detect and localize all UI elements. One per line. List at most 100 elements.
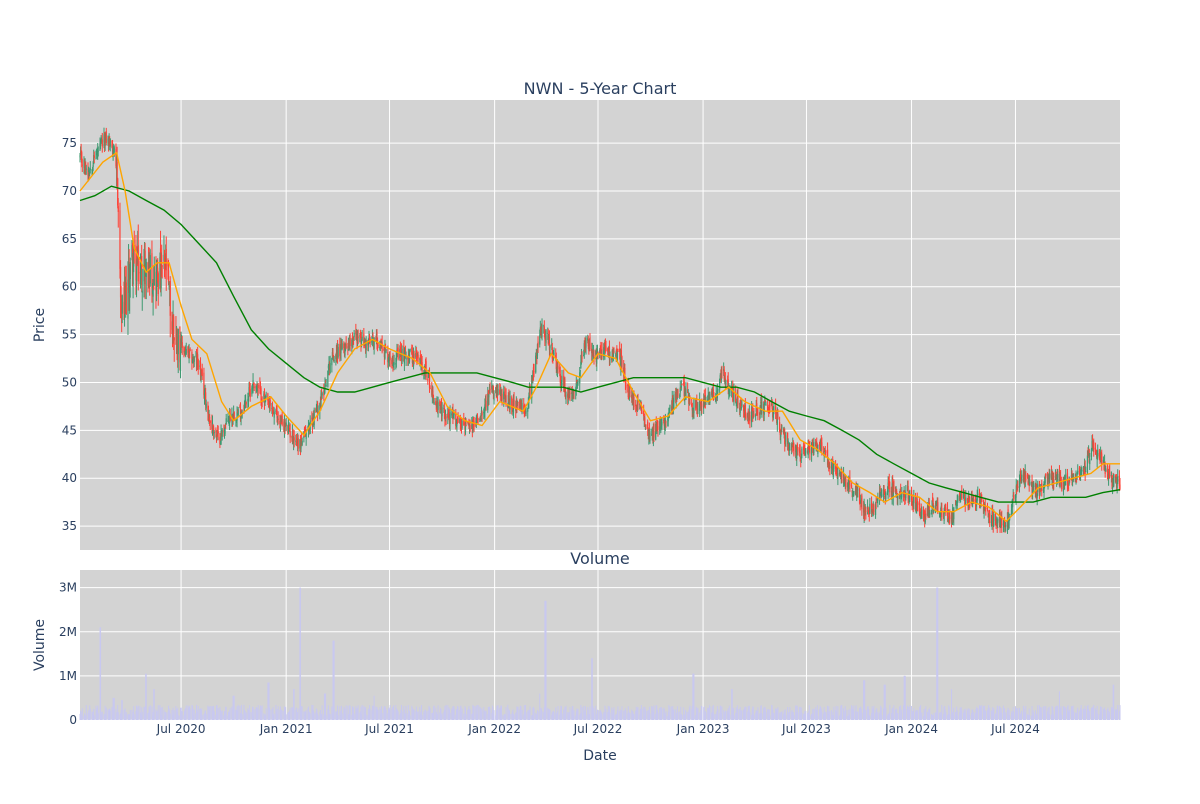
- candle-body-up: [535, 355, 537, 373]
- volume-bar: [300, 711, 302, 720]
- volume-bar: [219, 709, 221, 720]
- volume-bar: [867, 706, 869, 720]
- volume-bar: [552, 713, 554, 720]
- candle-body-down: [796, 444, 798, 448]
- volume-bar: [235, 709, 237, 720]
- candle-body-down: [775, 406, 777, 413]
- volume-bar: [335, 711, 337, 720]
- volume-bar: [927, 712, 929, 720]
- volume-bar: [664, 715, 666, 720]
- volume-bar: [1106, 708, 1108, 720]
- candle-body-up: [401, 348, 403, 362]
- candle-body-up: [480, 417, 482, 421]
- candle-body-down: [349, 338, 351, 346]
- volume-bar: [771, 705, 773, 720]
- candle-body-down: [894, 486, 897, 492]
- candle-body-down: [1017, 486, 1019, 488]
- candle-body-up: [1039, 488, 1041, 495]
- volume-bar: [483, 706, 485, 720]
- candle-body-up: [962, 493, 965, 498]
- candle-body-down: [209, 420, 211, 423]
- volume-bar: [355, 706, 357, 720]
- volume-bar: [445, 710, 447, 720]
- volume-bar: [281, 710, 283, 720]
- candle-body-down: [533, 371, 535, 373]
- volume-bar: [205, 713, 207, 720]
- volume-bar: [572, 706, 574, 720]
- volume-bar: [635, 710, 637, 720]
- volume-bar: [535, 712, 537, 720]
- volume-bar: [680, 706, 682, 720]
- candle-body-up: [168, 282, 170, 287]
- volume-bar: [1104, 713, 1106, 720]
- candle-body-down: [745, 414, 747, 419]
- volume-bar: [547, 712, 549, 720]
- volume-bar: [508, 710, 510, 720]
- volume-bar: [1112, 684, 1114, 720]
- candle-body-down: [1067, 484, 1070, 486]
- volume-x-tick-label: Jul 2022: [573, 722, 623, 736]
- volume-bar: [128, 714, 130, 720]
- volume-plot-area: [80, 570, 1120, 720]
- candle-body-up: [549, 345, 551, 349]
- volume-bar: [701, 706, 703, 720]
- volume-bar: [1068, 710, 1070, 720]
- volume-bar: [971, 712, 973, 720]
- candle-body-down: [704, 395, 706, 401]
- candle-body-down: [639, 402, 641, 408]
- volume-bar: [644, 706, 646, 720]
- candle-body-down: [249, 387, 251, 390]
- candle-body-down: [332, 352, 334, 358]
- candle-body-up: [733, 390, 735, 402]
- candle-body-down: [120, 295, 122, 299]
- candle-body-down: [548, 337, 551, 350]
- volume-bar: [912, 711, 914, 720]
- volume-bar: [636, 710, 638, 720]
- candle-body-up: [719, 378, 721, 390]
- volume-bar: [107, 709, 109, 720]
- volume-y-axis-title: Volume: [32, 619, 48, 671]
- volume-bar: [717, 709, 719, 720]
- volume-bar: [847, 715, 849, 720]
- volume-bar: [911, 705, 913, 720]
- volume-bar: [981, 705, 983, 720]
- volume-bar: [1012, 713, 1014, 720]
- volume-bar: [800, 707, 802, 720]
- candle-body-down: [276, 410, 278, 418]
- volume-bar: [579, 714, 581, 720]
- volume-bar: [484, 711, 486, 720]
- volume-bar: [835, 705, 837, 720]
- volume-bar: [756, 711, 758, 720]
- volume-bar: [1086, 706, 1088, 720]
- candle-body-down: [571, 389, 573, 394]
- volume-bar: [457, 705, 459, 720]
- volume-bar: [365, 707, 367, 720]
- volume-y-tick-label: 0: [69, 713, 77, 727]
- volume-bar: [1042, 706, 1044, 720]
- volume-bar: [176, 708, 178, 720]
- volume-bar: [536, 710, 538, 720]
- candle-body-up: [141, 290, 143, 293]
- volume-bar: [433, 705, 435, 720]
- volume-bar: [893, 705, 895, 720]
- volume-bar: [947, 714, 949, 720]
- volume-bar: [373, 705, 375, 720]
- volume-bar: [719, 705, 721, 720]
- volume-bar: [133, 714, 135, 720]
- candle-body-down: [896, 491, 898, 493]
- volume-bar: [784, 709, 786, 720]
- candle-body-up: [711, 391, 713, 398]
- candle-body-down: [691, 403, 693, 411]
- candle-body-up: [820, 439, 822, 451]
- candle-body-up: [765, 403, 767, 405]
- volume-bar: [109, 710, 111, 720]
- volume-bar: [239, 705, 241, 720]
- volume-bar: [455, 709, 457, 720]
- candle-body-up: [191, 360, 194, 362]
- candle-body-up: [208, 415, 210, 418]
- volume-bar: [269, 707, 271, 720]
- volume-bar: [1102, 708, 1104, 720]
- volume-bar: [1028, 715, 1030, 720]
- volume-bar: [265, 715, 267, 720]
- candle-body-down: [688, 395, 690, 404]
